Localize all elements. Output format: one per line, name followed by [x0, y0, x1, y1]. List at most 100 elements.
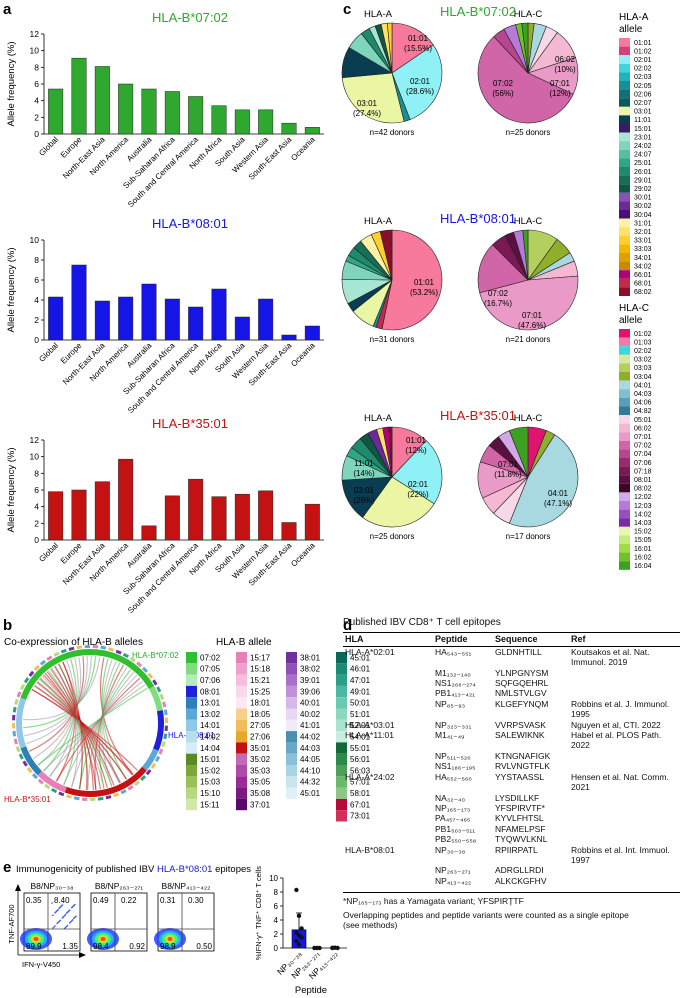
chord-link — [55, 677, 141, 782]
allele-swatch — [336, 753, 347, 765]
chord-tick — [13, 738, 18, 745]
legend-label: 03:03 — [634, 365, 652, 372]
flow-event — [74, 903, 76, 906]
chord-tick — [150, 762, 157, 769]
legend-swatch — [619, 423, 630, 433]
flow-event — [56, 922, 58, 925]
flow-event — [51, 902, 53, 904]
cell-peptide: PB2₅₅₀₋₅₅₈ — [435, 834, 477, 845]
chord-tick — [33, 665, 40, 671]
allele-label: 14:04 — [200, 744, 221, 753]
legend-label: 01:03 — [634, 339, 652, 346]
y-tick-label: 10 — [30, 46, 40, 56]
cell-sequence: VVRPSVASK — [495, 719, 546, 730]
y-tick-label: 0 — [34, 129, 39, 139]
legend-swatch — [619, 466, 630, 476]
allele-label: 27:05 — [250, 721, 271, 730]
quadrant-ur: 8.40 — [54, 896, 70, 905]
allele-swatch — [236, 719, 247, 732]
y-tick-label: 8 — [34, 62, 39, 72]
allele-label: 67:01 — [350, 800, 371, 809]
legend-swatch — [619, 167, 630, 176]
pie-slice-percent: (14%) — [353, 469, 375, 478]
chord-tick — [18, 753, 24, 760]
cell-hla — [343, 793, 433, 803]
table-end-rule — [343, 886, 680, 894]
cell-hla — [343, 678, 433, 688]
legend-swatch — [619, 184, 630, 193]
allele-label: 57:01 — [350, 778, 371, 787]
legend-label: 04:06 — [634, 400, 652, 407]
chord-tick — [161, 741, 166, 748]
flow-x-axis-label: IFN-γ-V450 — [22, 960, 60, 969]
pie-hla-c — [477, 229, 579, 331]
x-tick-label: Oceania — [289, 541, 317, 569]
legend-swatch — [619, 89, 630, 99]
flow-event — [52, 927, 54, 929]
legend-swatch — [619, 63, 630, 73]
legend-swatch — [619, 192, 630, 202]
col-ref: Ref — [569, 632, 680, 647]
cell-sequence: ADRGLLRDI — [495, 865, 544, 876]
dot-y-tick-label: 6 — [274, 902, 279, 911]
allele-label: 13:02 — [200, 710, 221, 719]
cell-sequence: YYSTAASSL — [495, 771, 544, 782]
panel-e-title: Immunogenicity of published IBV HLA-B*08… — [16, 864, 251, 875]
flow-event — [61, 917, 64, 919]
table-row: NP₄₁₃₋₄₂₂ ALKCKGFHV — [343, 876, 680, 886]
allele-label: 35:02 — [250, 755, 271, 764]
cell-sequence: NFAMELPSF — [495, 823, 546, 834]
y-tick-label: 0 — [34, 335, 39, 345]
hla-a-header: HLA-A — [364, 216, 393, 227]
bar — [258, 109, 274, 135]
chord-segment — [64, 766, 147, 797]
cell-sequence: NMLSTVLGV — [495, 688, 547, 699]
legend-label: 16:02 — [634, 554, 652, 561]
allele-label: 14:01 — [200, 721, 221, 730]
cell-peptide: M1₄₁₋₄₉ — [435, 730, 465, 741]
chart-title: HLA-B*08:01 — [152, 216, 228, 231]
legend-label: 26:01 — [634, 169, 652, 176]
chord-tick — [127, 785, 134, 791]
cell-ref — [569, 793, 680, 803]
pie-slice — [381, 229, 443, 331]
chord-tick — [14, 698, 19, 705]
flow-event — [65, 925, 68, 928]
legend-label: 12:02 — [634, 494, 652, 501]
cell-peptide: NS1₁₈₆₋₁₉₅ — [435, 761, 476, 772]
legend-title: allele — [619, 315, 643, 326]
legend-label: 15:01 — [634, 126, 652, 133]
chord-tick — [92, 645, 99, 649]
pie-slice-percent: (10%) — [554, 65, 576, 74]
y-tick-label: 8 — [34, 468, 39, 478]
pie-slice-percent: (47.6%) — [518, 321, 546, 330]
flow-event — [55, 910, 57, 913]
legend-label: 14:03 — [634, 520, 652, 527]
bar — [94, 300, 110, 341]
y-tick-label: 4 — [34, 502, 39, 512]
table-end-cell — [343, 886, 680, 894]
legend-swatch — [619, 287, 630, 296]
legend-label: 02:06 — [634, 91, 652, 98]
y-tick-label: 8 — [34, 255, 39, 265]
cell-ref — [569, 668, 680, 678]
quadrant-ul: 0.31 — [160, 896, 176, 905]
legend-label: 01:02 — [634, 331, 652, 338]
x-tick-label: South-East Asia — [247, 341, 294, 388]
chord-link — [49, 680, 143, 777]
legend-label: 30:02 — [634, 203, 652, 210]
x-tick-label: Oceania — [289, 341, 317, 369]
chord-tick — [81, 797, 88, 801]
chord-tick — [152, 679, 158, 686]
dot-y-tick-label: 10 — [269, 874, 278, 883]
allele-swatch — [186, 765, 197, 777]
quadrant-ur: 0.30 — [188, 896, 204, 905]
legend-title: allele — [619, 24, 643, 35]
pie-row-title: HLA-B*35:01 — [440, 408, 516, 423]
allele-label: 73:01 — [350, 812, 371, 821]
flow-event — [73, 904, 75, 907]
donor-count: n=31 donors — [370, 335, 415, 344]
legend-swatch — [619, 380, 630, 390]
col-peptide: Peptide — [433, 632, 493, 647]
allele-swatch — [186, 708, 197, 720]
